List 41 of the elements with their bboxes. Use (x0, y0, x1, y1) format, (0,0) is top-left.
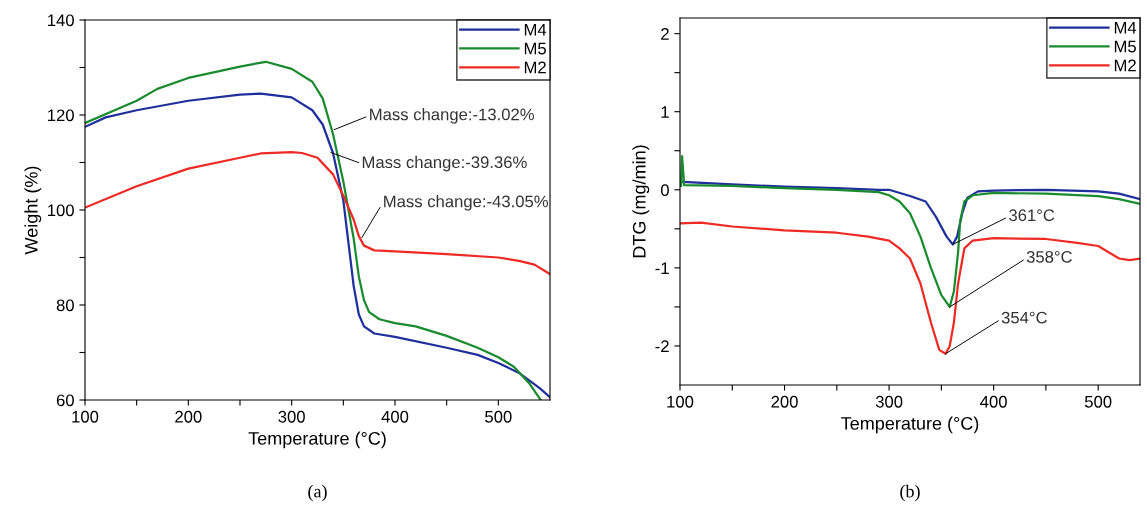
y-tick-label: 0 (660, 184, 669, 196)
legend-label: M4 (524, 23, 547, 36)
annotation: 361°C (1009, 209, 1055, 222)
x-tick-label: 500 (485, 410, 512, 423)
x-tick-label: 200 (175, 410, 202, 423)
y-tick-label: 120 (48, 109, 74, 122)
y-tick-label: -2 (655, 340, 669, 352)
legend-label: M2 (1114, 59, 1136, 72)
text: (a) (308, 484, 327, 502)
x-tick-label: 400 (381, 410, 409, 423)
text: (b) (900, 484, 920, 502)
x-tick-label: 200 (771, 395, 798, 408)
x-tick-label: 100 (72, 410, 99, 423)
y-tick-label: 140 (48, 14, 74, 27)
line-series (680, 155, 1140, 309)
x-axis-title: Temperature (°C) (841, 416, 979, 434)
legend-label: M4 (1114, 21, 1137, 34)
legend-label: M5 (524, 42, 546, 55)
x-axis-title: Temperature (°C) (248, 431, 386, 449)
annotation: 354°C (1001, 311, 1047, 324)
y-tick-label: 80 (56, 299, 74, 312)
y-tick-label: 60 (56, 394, 74, 407)
y-tick-label: 2 (661, 28, 669, 40)
y-tick-label: 1 (661, 106, 669, 118)
annotation: Mass change:-43.05% (384, 195, 549, 211)
y-axis-title: DTG (mg/min) (632, 145, 650, 258)
x-tick-label: 300 (278, 410, 305, 423)
x-tick-label: 300 (875, 395, 903, 408)
y-axis-title: Weight (%) (24, 166, 42, 255)
legend-label: M5 (1114, 40, 1136, 53)
y-tick-label: -1 (655, 262, 669, 274)
y-tick-label: 100 (48, 204, 74, 217)
annotation: Mass change:-39.36% (362, 155, 527, 172)
line-series (682, 180, 1140, 246)
annotation: Mass change:-13.02% (370, 108, 534, 124)
x-tick-label: 500 (1084, 395, 1112, 408)
x-tick-label: 400 (980, 395, 1007, 408)
legend-label: M2 (524, 61, 546, 74)
line-series (85, 150, 550, 276)
line-series (680, 221, 1140, 355)
annotation: 358°C (1026, 250, 1072, 263)
